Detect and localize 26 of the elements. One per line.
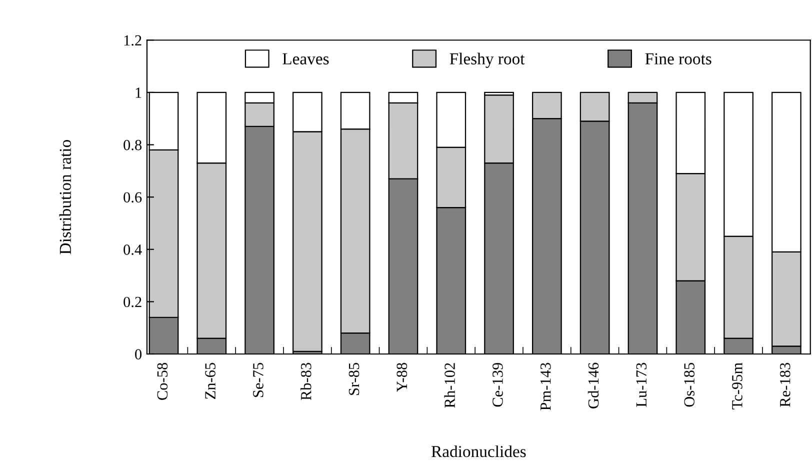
x-tick-label: Zn-65 bbox=[205, 362, 216, 399]
legend-label: Leaves bbox=[282, 53, 329, 64]
x-tick-label: Rh-102 bbox=[444, 363, 455, 408]
y-tick-label: 1 bbox=[136, 88, 142, 98]
x-tick-label: Sr-85 bbox=[348, 362, 360, 395]
x-tick-label: Ce-139 bbox=[492, 362, 503, 407]
x-tick-label: Y-88 bbox=[396, 362, 408, 392]
x-tick-label: Se-75 bbox=[253, 362, 264, 397]
x-tick-label: Lu-173 bbox=[636, 362, 647, 407]
y-tick-label: 0.2 bbox=[124, 296, 142, 308]
x-tick-label: Pm-143 bbox=[540, 362, 551, 410]
x-tick-label: Tc-95m bbox=[732, 362, 742, 410]
x-tick-label: Rb-83 bbox=[300, 362, 312, 400]
y-tick-label: 0.6 bbox=[124, 192, 142, 203]
x-tick-label: Gd-146 bbox=[588, 362, 599, 408]
y-axis-title: Distribution ratio bbox=[59, 140, 72, 254]
x-tick-label: Os-185 bbox=[684, 362, 694, 407]
x-tick-label: Re-183 bbox=[780, 362, 790, 407]
y-tick-label: 0 bbox=[135, 349, 142, 360]
legend-label: Fine roots bbox=[645, 53, 712, 64]
x-axis-title: Radionuclides bbox=[431, 445, 526, 458]
y-tick-label: 0.4 bbox=[124, 244, 142, 255]
y-tick-label: 1.2 bbox=[124, 35, 142, 46]
y-tick-label: 0.8 bbox=[124, 140, 142, 150]
x-tick-label: Co-58 bbox=[157, 362, 168, 400]
legend-label: Fleshy root bbox=[450, 52, 525, 68]
